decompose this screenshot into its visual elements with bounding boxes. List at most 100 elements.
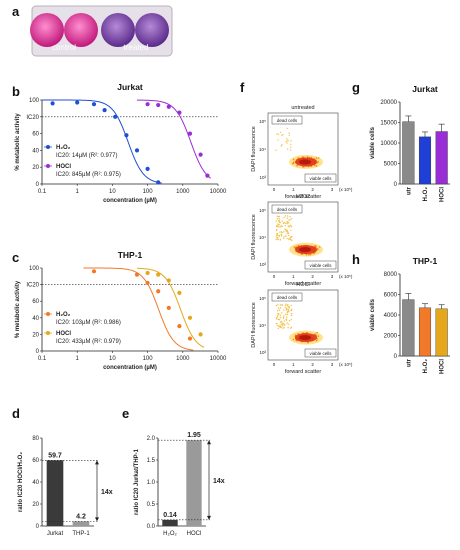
viable-cell-event	[318, 246, 321, 248]
viable-cell-event	[297, 333, 299, 335]
dead-cell-event	[275, 149, 277, 151]
flow-y-tick-label: 10⁴	[259, 235, 266, 240]
flow-x-unit: (x 10⁵)	[339, 274, 353, 279]
flow-panel-title: untreated	[291, 105, 314, 111]
flow-y-tick-label: 10⁴	[259, 323, 266, 328]
dead-cell-event	[286, 237, 288, 240]
y-tick-label: 40	[32, 148, 39, 154]
dead-cell-event	[280, 234, 282, 236]
dead-cell-event	[290, 319, 292, 321]
dead-cell-event	[281, 312, 283, 314]
category-label: H₂O₂	[423, 359, 429, 374]
dead-cell-event	[288, 311, 290, 313]
flow-x-unit: (x 10⁵)	[339, 187, 353, 192]
fit-curve-1	[136, 99, 212, 179]
dead-cell-event	[275, 236, 278, 238]
dead-cell-event	[275, 229, 278, 231]
data-point	[156, 180, 161, 185]
dead-cell-event	[287, 231, 289, 233]
dead-cell-event	[281, 231, 283, 234]
y-tick-label: 6000	[384, 293, 398, 299]
dead-cell-event	[279, 304, 282, 306]
y-tick-label: 20	[32, 332, 39, 338]
viable-cell-event	[293, 246, 296, 248]
viable-cell-event	[316, 248, 319, 250]
flow-y-axis-label: DAPI fluorescence	[251, 302, 257, 348]
gate-dead-box	[271, 115, 303, 125]
dead-cell-event	[276, 234, 278, 236]
dead-cell-event	[290, 312, 293, 315]
category-label: utr	[406, 358, 412, 367]
y-tick-label: 10000	[380, 141, 397, 147]
fit-curve-1	[136, 267, 205, 348]
dead-cell-event	[285, 313, 287, 316]
viable-cell-event	[295, 245, 298, 248]
dead-cell-event	[286, 215, 289, 217]
dead-cell-event	[289, 216, 291, 218]
dead-cell-event	[285, 303, 287, 305]
viable-cell-event	[310, 156, 313, 159]
viable-cell-event	[315, 339, 318, 342]
data-point	[198, 332, 203, 337]
flow-x-tick-label: 0	[273, 274, 276, 279]
gate-viable-box	[304, 260, 337, 270]
x-axis-label: concentration (µM)	[103, 198, 157, 204]
viable-cell-event	[316, 161, 319, 164]
fold-arrow-head	[207, 440, 211, 445]
data-point	[166, 278, 171, 283]
y-tick-label-ic20: IC20	[26, 283, 39, 289]
x-tick-label: 100	[143, 189, 154, 195]
data-point	[102, 107, 107, 113]
data-point	[177, 110, 182, 115]
dead-cell-event	[284, 323, 286, 326]
dead-cell-event	[287, 323, 290, 325]
viable-cell-event	[308, 254, 310, 256]
flow-panel-title: H2O2	[296, 194, 310, 200]
dead-cell-event	[281, 325, 284, 327]
flow-x-tick-label: 0	[273, 187, 276, 192]
dead-cell-event	[290, 224, 292, 227]
y-tick-label: 20	[32, 165, 39, 171]
viable-cell-event	[292, 158, 295, 161]
x-tick-label: 1000	[176, 189, 190, 195]
data-point	[91, 269, 97, 274]
viable-cell-event	[292, 162, 295, 164]
legend-name: HOCl	[56, 331, 71, 337]
dead-cell-event	[277, 225, 279, 228]
dead-cell-event	[286, 127, 288, 130]
y-tick-label: 2.0	[147, 436, 156, 442]
flow-plot-frame	[267, 289, 339, 361]
dead-cell-event	[285, 307, 288, 309]
y-tick-label: 1.5	[147, 458, 156, 464]
data-point	[156, 272, 161, 277]
y-tick-label: 20000	[380, 100, 397, 106]
data-point	[91, 102, 97, 107]
dead-cell-event	[286, 138, 288, 140]
panel-label-c: c	[12, 250, 19, 265]
flow-y-axis-label: DAPI fluorescence	[251, 126, 257, 172]
viable-cell-event	[314, 164, 316, 167]
dead-cell-event	[286, 217, 288, 219]
viable-cell-event	[306, 156, 309, 158]
fit-curve-0	[42, 99, 162, 184]
dead-cell-event	[288, 310, 290, 312]
panel-label-a: a	[12, 4, 20, 19]
dead-cell-event	[279, 314, 282, 316]
y-tick-label: 0	[36, 182, 40, 188]
dead-cell-event	[290, 226, 293, 228]
legend-note: IC20: 845µM (R²: 0.975)	[56, 172, 121, 178]
viable-cell-event	[303, 156, 305, 158]
bar-value-label: 4.2	[76, 513, 86, 520]
data-point	[124, 133, 129, 138]
well	[30, 13, 64, 47]
dead-cell-event	[278, 319, 281, 321]
x-tick-label: 1000	[176, 356, 190, 362]
y-tick-label: 8000	[384, 272, 398, 278]
dead-cell-event	[275, 220, 277, 222]
dead-cell-event	[286, 230, 289, 232]
dead-cell-event	[276, 224, 278, 227]
viable-cell-event	[295, 339, 298, 342]
y-tick-label: 40	[32, 480, 39, 486]
dead-cell-event	[283, 237, 285, 240]
flow-x-tick-label: 2	[311, 187, 314, 192]
